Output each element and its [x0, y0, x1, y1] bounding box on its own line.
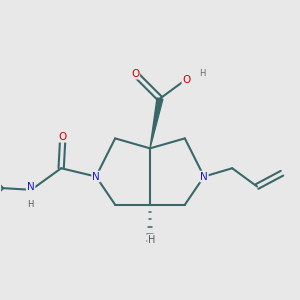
Text: H: H: [28, 200, 34, 209]
Text: O: O: [182, 75, 190, 85]
Text: H: H: [199, 68, 205, 77]
Polygon shape: [150, 98, 163, 148]
Text: N: N: [200, 172, 208, 182]
Text: H: H: [148, 235, 155, 244]
Text: N: N: [92, 172, 100, 182]
Text: N: N: [27, 182, 34, 192]
Text: O: O: [131, 69, 139, 79]
Text: O: O: [59, 132, 67, 142]
